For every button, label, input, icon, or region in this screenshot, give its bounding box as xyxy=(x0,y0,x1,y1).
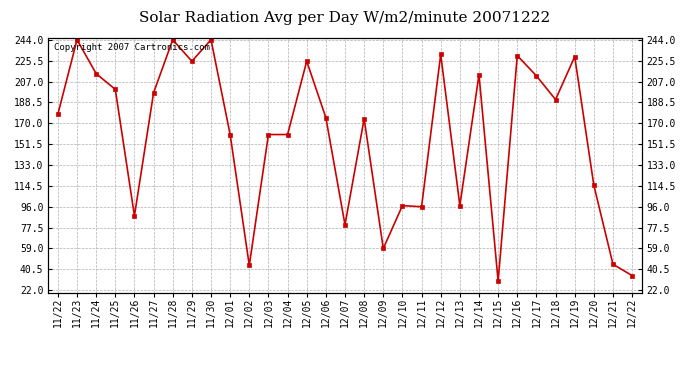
Text: Solar Radiation Avg per Day W/m2/minute 20071222: Solar Radiation Avg per Day W/m2/minute … xyxy=(139,11,551,25)
Text: Copyright 2007 Cartronics.com: Copyright 2007 Cartronics.com xyxy=(55,43,210,52)
